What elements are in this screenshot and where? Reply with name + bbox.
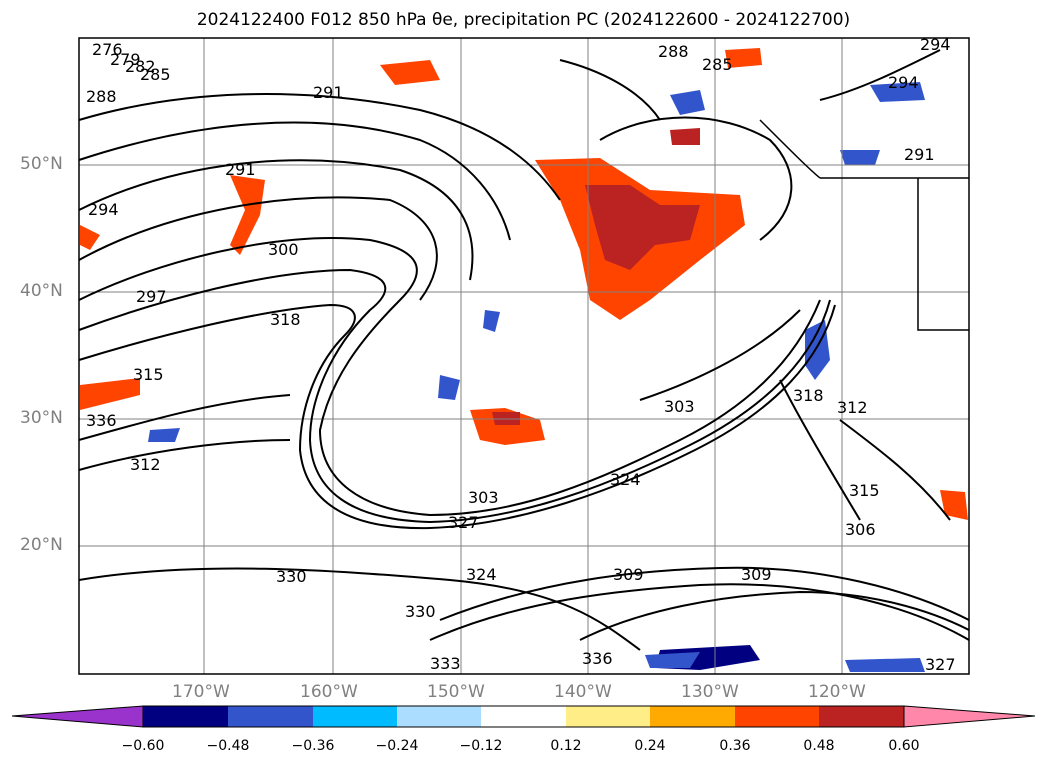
contour-label: 303 xyxy=(664,397,695,416)
map-title: 2024122400 F012 850 hPa θe, precipitatio… xyxy=(196,10,851,30)
colorbar xyxy=(11,705,1036,728)
contour-label: 315 xyxy=(133,365,164,384)
colorbar-tick-label: 0.48 xyxy=(803,738,835,754)
contour-labels: 276 279 282 285 288 291 291 294 294 297 … xyxy=(86,35,956,674)
contour-label: 294 xyxy=(920,35,951,54)
lat-label-40n: 40°N xyxy=(20,281,63,301)
colorbar-frame xyxy=(142,705,905,728)
contour-label: 276 xyxy=(92,40,123,59)
lon-label-160w: 160°W xyxy=(300,682,358,702)
contour-label: 291 xyxy=(904,145,935,164)
contour-label: 288 xyxy=(658,42,689,61)
contour-label: 312 xyxy=(130,455,161,474)
contour-label: 318 xyxy=(793,386,824,405)
contour-label: 282 xyxy=(125,57,156,76)
map-background xyxy=(79,38,969,674)
colorbar-tick-label: 0.60 xyxy=(888,738,920,754)
colorbar-tick-label: 0.36 xyxy=(719,738,751,754)
contour-label: 306 xyxy=(845,520,876,539)
contour-label: 294 xyxy=(888,73,919,92)
colorbar-extend-max xyxy=(903,705,1036,728)
colorbar-segment xyxy=(228,706,313,727)
contour-label: 312 xyxy=(837,398,868,417)
lat-label-20n: 20°N xyxy=(20,535,63,555)
colorbar-segment xyxy=(313,706,397,727)
colorbar-tick-label: −0.60 xyxy=(121,738,165,754)
colorbar-segment xyxy=(566,706,650,727)
contour-label: 285 xyxy=(702,55,733,74)
lon-label-120w: 120°W xyxy=(808,682,866,702)
coastlines xyxy=(759,119,969,331)
contour-label: 297 xyxy=(136,287,167,306)
colorbar-segment xyxy=(735,706,819,727)
contour-label: 336 xyxy=(86,411,117,430)
contour-label: 294 xyxy=(88,200,119,219)
theta-e-contours xyxy=(78,49,970,651)
contour-label: 309 xyxy=(741,565,772,584)
contour-label: 324 xyxy=(466,565,497,584)
lon-label-150w: 150°W xyxy=(427,682,485,702)
contour-label: 330 xyxy=(276,567,307,586)
contour-label: 336 xyxy=(582,649,613,668)
contour-label: 327 xyxy=(925,655,956,674)
colorbar-segment xyxy=(481,706,566,727)
contour-label: 300 xyxy=(268,240,299,259)
lat-label-30n: 30°N xyxy=(20,408,63,428)
colorbar-extend-min xyxy=(11,705,144,728)
colorbar-tick-label: −0.48 xyxy=(206,738,250,754)
colorbar-tick-label: 0.12 xyxy=(550,738,582,754)
colorbar-segment xyxy=(397,706,481,727)
colorbar-tick-label: −0.24 xyxy=(375,738,419,754)
lon-label-130w: 130°W xyxy=(681,682,739,702)
colorbar-segment xyxy=(143,706,228,727)
contour-label: 315 xyxy=(849,481,880,500)
contour-label: 303 xyxy=(468,488,499,507)
contour-label: 279 xyxy=(110,50,141,69)
colorbar-tick-label: −0.12 xyxy=(459,738,503,754)
contour-label: 291 xyxy=(313,83,344,102)
contour-label: 288 xyxy=(86,87,117,106)
colorbar-segment xyxy=(819,706,904,727)
colorbar-segment xyxy=(650,706,735,727)
colorbar-tick-label: 0.24 xyxy=(634,738,666,754)
contour-label: 330 xyxy=(405,602,436,621)
contour-label: 291 xyxy=(225,160,256,179)
contour-label: 324 xyxy=(610,470,641,489)
contour-label: 309 xyxy=(613,565,644,584)
lon-label-170w: 170°W xyxy=(172,682,230,702)
contour-label: 285 xyxy=(140,65,171,84)
colorbar-tick-label: −0.36 xyxy=(291,738,335,754)
lon-label-140w: 140°W xyxy=(554,682,612,702)
contour-label: 318 xyxy=(270,310,301,329)
lat-label-50n: 50°N xyxy=(20,154,63,174)
contour-label: 333 xyxy=(430,654,461,673)
contour-label: 327 xyxy=(448,513,479,532)
map-frame xyxy=(78,37,970,675)
